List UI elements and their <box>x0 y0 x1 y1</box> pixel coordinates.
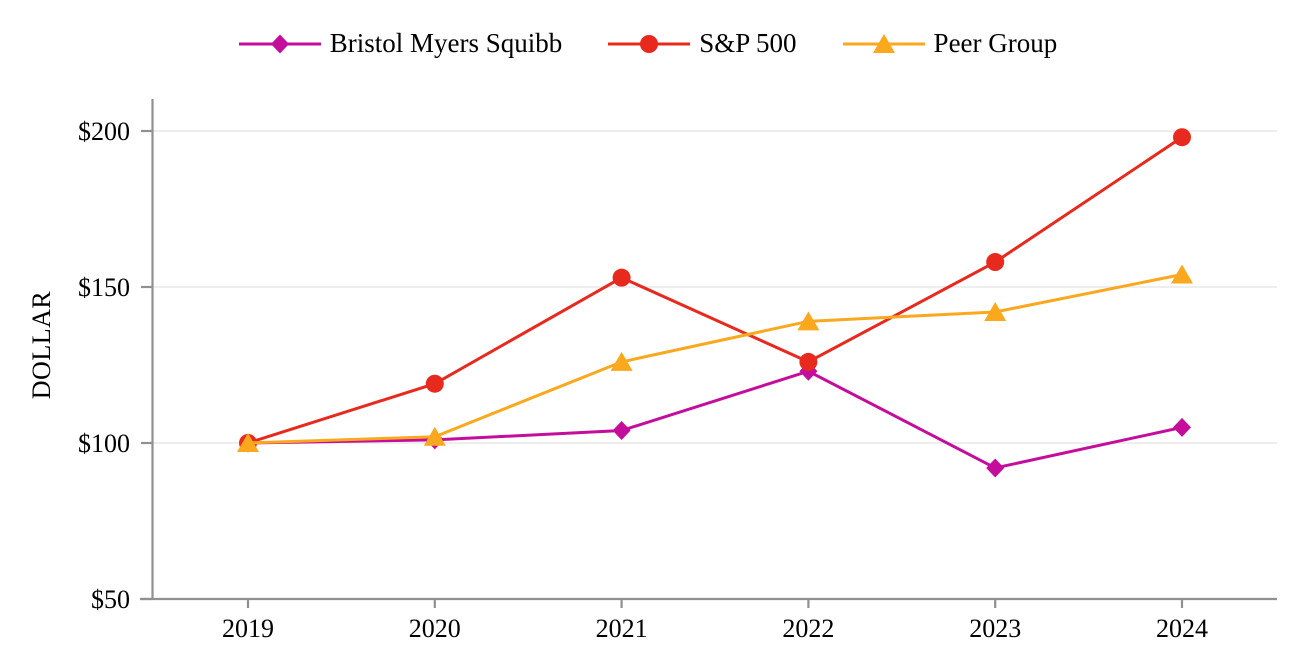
legend-triangle-glyph <box>872 33 895 53</box>
y-axis-tick-label: $150 <box>78 273 130 302</box>
data-point-peer-group-2024 <box>1171 264 1193 284</box>
data-point-s-p-500-2024 <box>1173 128 1191 147</box>
x-axis-tick-label: 2020 <box>409 614 461 643</box>
y-axis-tick-label: $100 <box>78 429 130 458</box>
chart-legend: Bristol Myers Squibb S&P 500 Peer Group <box>0 30 1296 57</box>
x-axis-tick-label: 2019 <box>222 614 274 643</box>
legend-diamond-marker-icon <box>238 34 321 53</box>
data-point-s-p-500-2022 <box>799 352 818 371</box>
data-point-peer-group-2021 <box>610 351 633 371</box>
y-axis-title: DOLLAR <box>27 290 56 400</box>
data-point-peer-group-2019 <box>237 433 259 452</box>
series-line-s-p-500 <box>247 135 1183 445</box>
data-point-s-p-500-2020 <box>425 374 444 393</box>
y-axis-tick-label: $200 <box>78 117 130 146</box>
x-axis-tick-label: 2023 <box>969 614 1021 643</box>
data-point-s-p-500-2023 <box>986 253 1005 272</box>
legend-item-bristol-myers-squibb: Bristol Myers Squibb <box>238 28 563 58</box>
series-line-bristol-myers-squibb <box>247 369 1183 470</box>
data-point-bristol-myers-squibb-2023 <box>986 458 1005 478</box>
x-axis-tick-label: 2021 <box>596 614 648 643</box>
x-axis-tick-label: 2024 <box>1156 614 1208 643</box>
legend-label: S&P 500 <box>699 28 797 58</box>
data-point-bristol-myers-squibb-2024 <box>1173 417 1191 437</box>
legend-item-s-p-500: S&P 500 <box>608 28 797 58</box>
legend-triangle-marker-icon <box>842 33 925 53</box>
y-axis-tick-label: $50 <box>91 585 130 614</box>
legend-label: Peer Group <box>933 28 1058 58</box>
legend-item-peer-group: Peer Group <box>842 28 1058 58</box>
data-point-s-p-500-2021 <box>612 268 631 287</box>
data-point-peer-group-2022 <box>797 311 820 331</box>
legend-circle-marker-icon <box>608 34 691 53</box>
data-point-peer-group-2023 <box>984 301 1007 321</box>
series-line-peer-group <box>247 273 1183 445</box>
legend-diamond-glyph <box>270 34 289 53</box>
legend-circle-glyph <box>640 34 659 53</box>
data-point-peer-group-2020 <box>423 426 446 446</box>
x-axis-tick-label: 2022 <box>782 614 834 643</box>
data-point-bristol-myers-squibb-2021 <box>612 421 631 441</box>
legend-label: Bristol Myers Squibb <box>329 28 563 58</box>
